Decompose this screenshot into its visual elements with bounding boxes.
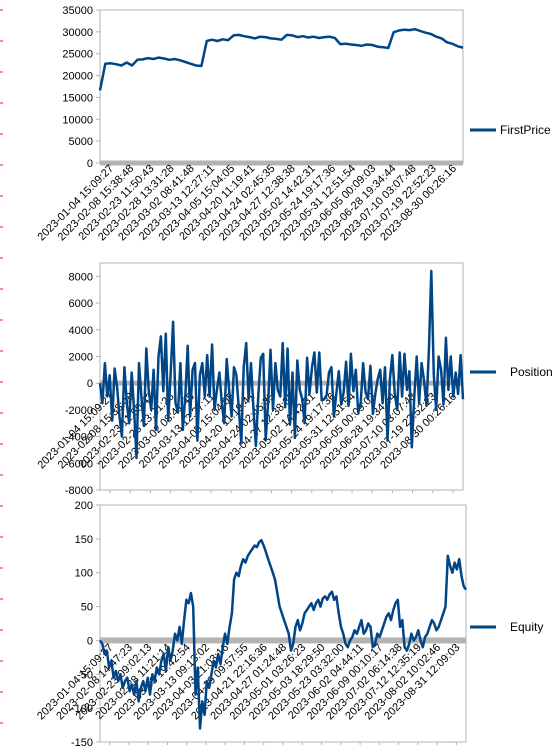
y-tick-label: 8000 [69,271,93,283]
y-tick-label: 6000 [69,298,93,310]
y-tick-label: 200 [75,500,93,512]
y-tick-label: 5000 [69,136,93,148]
plot-area [99,504,467,743]
legend-label: Position [510,365,553,379]
legend-label: Equity [510,620,543,634]
y-tick-label: 0 [87,158,93,170]
zero-baseline [100,160,463,166]
zero-baseline [100,637,466,644]
series-line [98,269,465,460]
y-tick-label: 35000 [62,5,93,17]
y-tick-label: 2000 [69,351,93,363]
y-tick-label: 0 [87,635,93,647]
first-price-chart: 050001000015000200002500030000350002023-… [35,5,551,243]
position-chart: -8000-6000-4000-200002000400060008000202… [35,262,553,497]
series-line [98,538,468,730]
y-tick-label: -100 [71,703,93,715]
y-tick-label: -50 [77,669,93,681]
y-tick-label: -150 [71,737,93,749]
y-tick-label: 15000 [62,92,93,104]
y-tick-label: 100 [75,568,93,580]
series-line [98,27,464,91]
y-tick-label: -4000 [65,432,93,444]
y-tick-label: 4000 [69,325,93,337]
y-tick-label: 30000 [62,27,93,39]
y-tick-label: 10000 [62,114,93,126]
plot-area [99,9,464,164]
y-tick-label: -2000 [65,405,93,417]
y-tick-label: 25000 [62,49,93,61]
legend-label: FirstPrice [500,123,551,137]
y-tick-label: 20000 [62,71,93,83]
y-tick-label: 150 [75,534,93,546]
y-tick-label: -6000 [65,458,93,470]
left-edge-marks [0,9,3,724]
y-tick-label: 50 [81,602,93,614]
y-tick-label: -8000 [65,485,93,497]
y-tick-label: 0 [87,378,93,390]
